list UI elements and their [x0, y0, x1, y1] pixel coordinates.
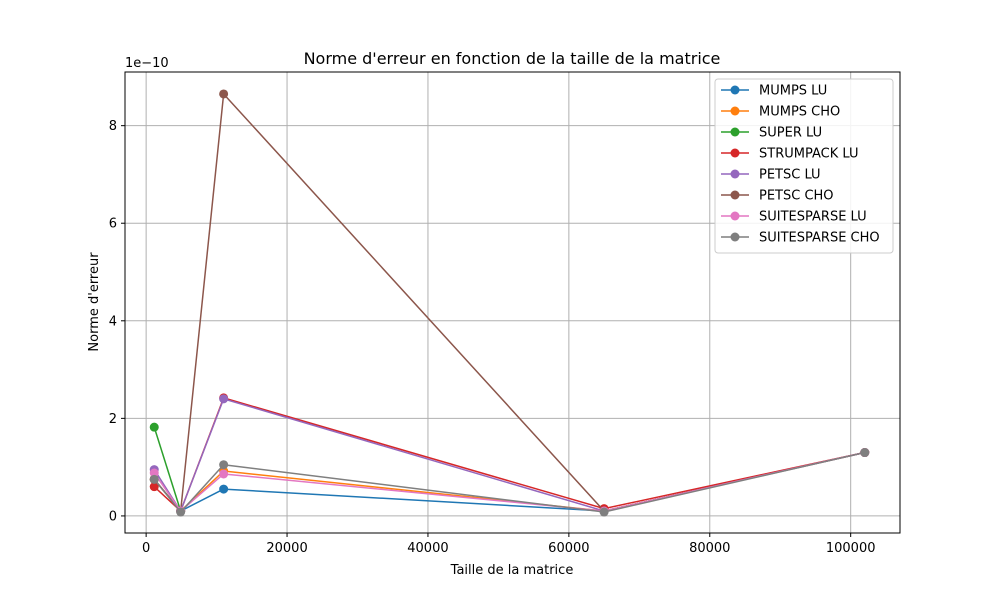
x-axis-label: Taille de la matrice: [450, 563, 574, 578]
data-point: [176, 507, 186, 517]
legend: MUMPS LU MUMPS CHO SUPER LU STRUMPACK LU PET…: [714, 78, 894, 254]
x-tick-label: 20000: [266, 541, 307, 556]
data-point: [219, 394, 229, 404]
data-point: [149, 482, 159, 492]
data-point: [860, 448, 870, 458]
y-offset-label: 1e−10: [125, 56, 169, 71]
legend-label: MUMPS LU: [759, 84, 827, 99]
x-tick-label: 80000: [689, 541, 730, 556]
y-axis-label: Norme d'erreur: [87, 252, 102, 352]
data-point: [149, 474, 159, 484]
legend-swatch-marker: [730, 106, 740, 116]
legend-label: SUPER LU: [759, 126, 822, 141]
legend-frame: [714, 78, 894, 254]
y-tick-label: 0: [109, 509, 117, 524]
series-line: [153, 398, 865, 512]
legend-swatch-marker: [730, 127, 740, 137]
series-line: [153, 397, 865, 512]
x-tick-label: 40000: [407, 541, 448, 556]
legend-swatch-marker: [730, 232, 740, 242]
data-point: [219, 469, 229, 479]
data-point: [149, 422, 159, 432]
legend-label: SUITESPARSE CHO: [759, 231, 880, 246]
y-tick-label: 2: [109, 412, 117, 427]
data-point: [149, 468, 159, 478]
x-tick-label: 0: [142, 541, 150, 556]
x-tick-label: 100000: [826, 541, 876, 556]
data-point: [219, 484, 229, 494]
legend-swatch-marker: [730, 190, 740, 200]
series-line: [153, 426, 182, 512]
y-tick-label: 6: [109, 217, 117, 232]
series-lines: [149, 89, 870, 517]
y-tick-label: 4: [109, 314, 117, 329]
legend-swatch-marker: [730, 169, 740, 179]
legend-label: PETSC CHO: [759, 189, 834, 204]
series-line: [153, 451, 865, 513]
legend-label: MUMPS CHO: [759, 105, 840, 120]
data-point: [219, 460, 229, 470]
plot-area-frame: [124, 71, 901, 534]
chart-title: Norme d'erreur en fonction de la taille …: [304, 49, 721, 68]
axis-ticks: 0 20000 40000 60000 80000 100000 0 2 4 6 8: [109, 119, 876, 556]
legend-label: PETSC LU: [759, 168, 821, 183]
legend-label: SUITESPARSE LU: [759, 210, 867, 225]
data-point: [219, 89, 229, 99]
x-tick-label: 60000: [548, 541, 589, 556]
legend-swatch-marker: [730, 148, 740, 158]
legend-label: STRUMPACK LU: [759, 147, 858, 162]
legend-swatch-marker: [730, 211, 740, 221]
data-point: [599, 507, 609, 517]
legend-swatch-marker: [730, 85, 740, 95]
y-tick-label: 8: [109, 119, 117, 134]
